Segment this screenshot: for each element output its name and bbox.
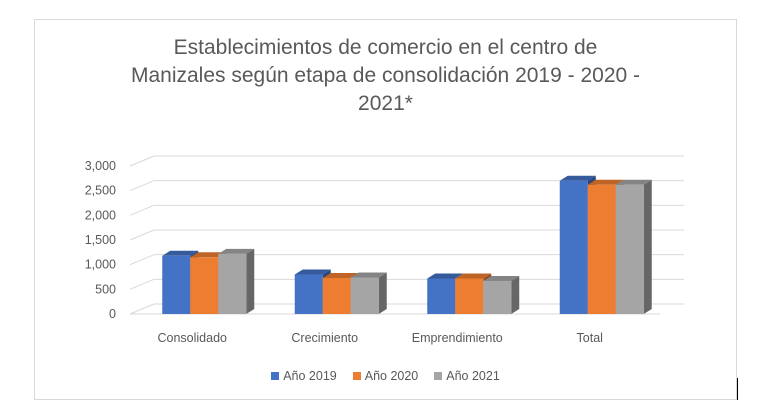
bar-side-2-1 xyxy=(378,272,387,314)
bar-top-0-3 xyxy=(559,175,596,181)
gridline-diagonal-4 xyxy=(129,204,155,216)
bar-1-0 xyxy=(190,257,219,314)
bar-0-3 xyxy=(559,180,588,314)
bar-side-2-2 xyxy=(511,275,520,314)
chart-title-line-3: 2021* xyxy=(358,92,413,115)
bar-top-1-0 xyxy=(190,252,227,258)
bar-top-0-2 xyxy=(427,273,464,279)
y-tick-label-5: 2,500 xyxy=(85,184,116,198)
bar-0-0 xyxy=(162,255,191,314)
bar-0-2 xyxy=(427,278,456,314)
bar-top-0-1 xyxy=(294,269,331,275)
bar-top-1-2 xyxy=(455,273,492,279)
chart-legend: Año 2019 Año 2020 Año 2021 xyxy=(34,369,737,383)
x-tick-label-1: Crecimiento xyxy=(291,331,358,345)
legend-label-2019: Año 2019 xyxy=(283,369,337,383)
bar-2-3 xyxy=(615,184,644,314)
y-tick-label-2: 1,000 xyxy=(85,258,116,272)
bar-top-2-0 xyxy=(218,248,255,254)
bar-top-2-2 xyxy=(483,275,520,281)
bar-side-2-3 xyxy=(643,179,652,314)
bar-side-2-0 xyxy=(246,248,255,314)
x-tick-label-0: Consolidado xyxy=(158,331,228,345)
y-tick-label-4: 2,000 xyxy=(85,208,116,222)
gridline-diagonal-0 xyxy=(129,303,155,315)
bar-top-1-3 xyxy=(587,179,624,185)
legend-label-2020: Año 2020 xyxy=(364,369,419,383)
gridline-diagonal-2 xyxy=(129,254,155,266)
chart-title-line-1: Establecimientos de comercio en el centr… xyxy=(173,36,598,59)
y-tick-label-1: 500 xyxy=(95,282,116,296)
legend-swatch-2021 xyxy=(434,372,443,380)
y-tick-label-3: 1,500 xyxy=(85,233,116,247)
legend-swatch-2019 xyxy=(271,372,280,380)
y-tick-label-0: 0 xyxy=(109,307,116,321)
bar-1-1 xyxy=(322,277,351,314)
chart-title: Establecimientos de comercio en el centr… xyxy=(34,34,737,118)
chart-title-line-2: Manizales según etapa de consolidación 2… xyxy=(130,64,640,87)
bar-2-0 xyxy=(218,253,247,314)
bar-2-1 xyxy=(350,277,379,314)
bar-top-1-1 xyxy=(322,272,359,278)
bar-2-2 xyxy=(483,280,512,314)
bar-1-3 xyxy=(587,184,616,314)
gridline-diagonal-6 xyxy=(129,155,155,167)
text-cursor-mark xyxy=(737,378,738,400)
legend-swatch-2020 xyxy=(352,372,361,380)
bar-top-2-3 xyxy=(615,179,652,185)
legend-item-2019: Año 2019 xyxy=(271,369,337,383)
x-tick-label-3: Total xyxy=(577,331,603,345)
bar-1-2 xyxy=(455,278,484,314)
legend-item-2021: Año 2021 xyxy=(434,369,500,383)
legend-label-2021: Año 2021 xyxy=(446,369,500,383)
y-tick-label-6: 3,000 xyxy=(85,159,116,173)
gridline-diagonal-5 xyxy=(129,180,155,192)
x-tick-label-2: Emprendimiento xyxy=(412,331,503,345)
gridline-diagonal-3 xyxy=(129,229,155,241)
bar-top-0-0 xyxy=(162,250,199,256)
legend-item-2020: Año 2020 xyxy=(352,369,419,383)
gridline-diagonal-1 xyxy=(129,278,155,290)
bar-0-1 xyxy=(294,274,323,314)
bar-top-2-1 xyxy=(350,272,387,278)
